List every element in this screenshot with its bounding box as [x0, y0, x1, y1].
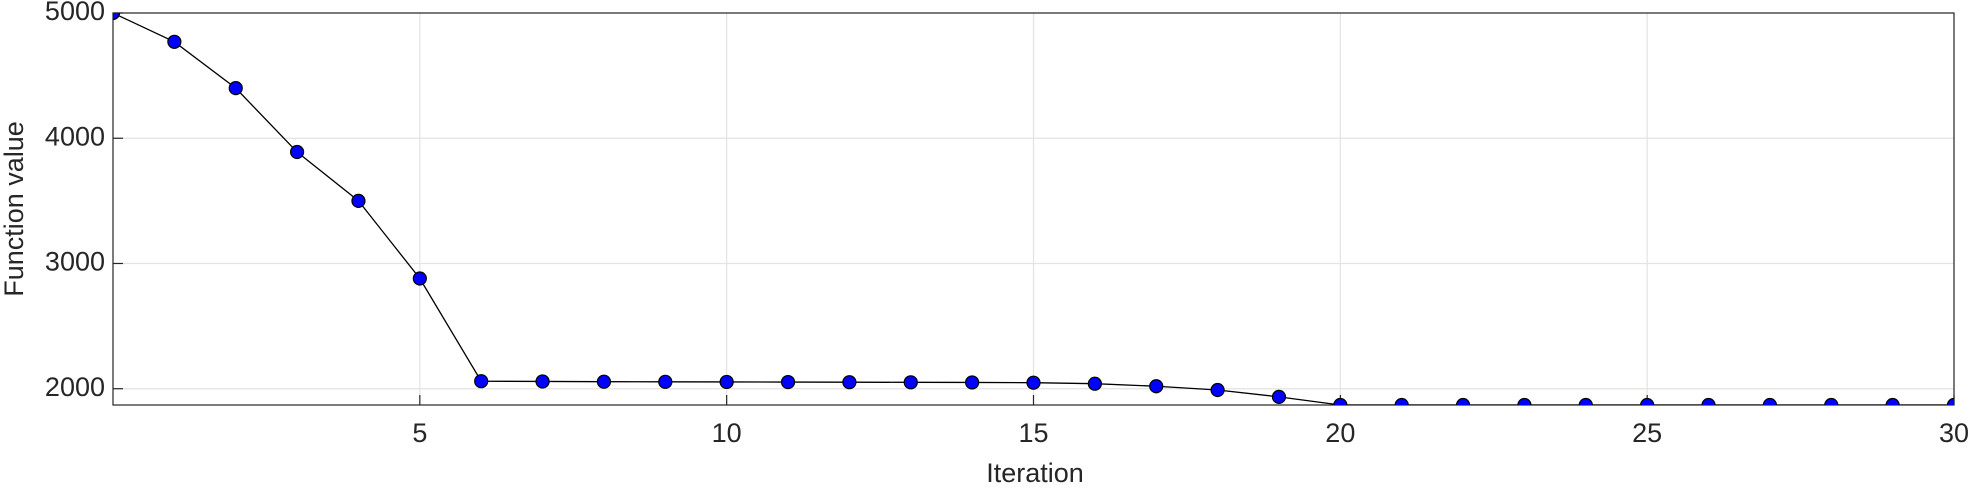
data-point — [780, 374, 796, 390]
data-point — [1394, 397, 1409, 405]
y-tick-label: 3000 — [45, 247, 105, 277]
data-point — [1701, 397, 1716, 405]
y-tick-label: 4000 — [45, 121, 105, 151]
x-tick-label: 15 — [1018, 418, 1048, 448]
data-point — [290, 144, 305, 160]
y-axis-label: Function value — [0, 121, 29, 297]
data-point — [1885, 397, 1900, 405]
x-axis-label: Iteration — [986, 458, 1084, 488]
data-point — [535, 374, 550, 389]
data-point — [719, 374, 734, 390]
data-point — [1087, 376, 1102, 391]
plot-frame — [112, 12, 1955, 406]
data-point — [1762, 397, 1777, 405]
data-point — [228, 81, 243, 96]
plot-area — [113, 13, 1954, 405]
x-tick-label: 25 — [1632, 418, 1662, 448]
data-point — [965, 375, 980, 390]
data-point — [1517, 397, 1532, 405]
data-point — [596, 374, 612, 389]
x-tick-label: 30 — [1939, 418, 1969, 448]
y-tick-label: 2000 — [45, 372, 105, 402]
data-point — [1333, 397, 1348, 405]
data-point — [658, 374, 673, 389]
y-tick-label: 5000 — [45, 0, 105, 26]
data-point — [903, 375, 918, 390]
data-point — [1824, 397, 1839, 405]
data-point — [1578, 397, 1593, 405]
data-point — [1946, 397, 1954, 405]
data-point — [1210, 382, 1225, 398]
data-point — [167, 34, 182, 49]
x-tick-label: 5 — [412, 418, 427, 448]
data-point — [1149, 379, 1164, 394]
data-point — [474, 374, 489, 389]
data-point — [1271, 389, 1287, 404]
data-point — [1640, 397, 1655, 405]
data-point — [1455, 397, 1471, 405]
data-point — [412, 271, 427, 286]
data-point — [113, 13, 121, 21]
x-tick-label: 10 — [712, 418, 742, 448]
data-point — [351, 193, 366, 208]
x-tick-label: 20 — [1325, 418, 1355, 448]
data-point — [842, 375, 857, 390]
data-point — [1026, 375, 1041, 390]
